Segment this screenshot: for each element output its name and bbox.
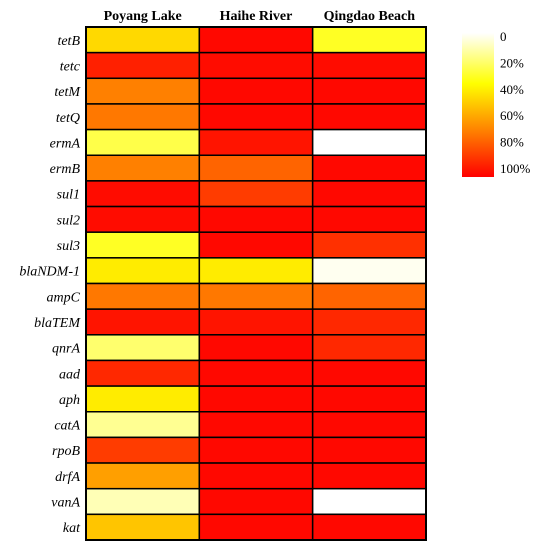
heatmap-cell [198,282,314,310]
column-label: Haihe River [220,9,293,24]
heatmap-cell [311,231,427,259]
heatmap-cell [311,77,427,105]
row-label: kat [63,521,81,536]
row-label: tetQ [56,111,80,126]
colorbar-tick-label: 100% [500,161,531,176]
row-label: blaNDM-1 [19,265,80,280]
row-label: ampC [47,290,81,305]
heatmap-cell [311,103,427,131]
heatmap-cell [85,282,201,310]
heatmap-cell [85,334,201,362]
row-label: sul2 [57,213,80,228]
heatmap-cell [85,154,201,182]
heatmap-cell [198,513,314,541]
heatmap-cell [198,359,314,387]
heatmap-cell [311,180,427,208]
colorbar [462,33,494,177]
row-labels: tetB tetc tetM tetQ ermA ermB sul1 sul2 sul3 blaN… [19,34,81,536]
row-label: rpoB [52,444,80,459]
heatmap-cell [198,385,314,413]
row-label: aph [59,393,80,408]
row-label: ermA [50,136,81,151]
heatmap-border [85,26,427,541]
heatmap-cell [311,282,427,310]
heatmap-cells [85,26,427,541]
heatmap-cell [198,462,314,490]
row-label: ermB [50,162,81,177]
colorbar-tick-label: 80% [500,135,524,150]
heatmap-cell [311,128,427,157]
heatmap-cell [311,462,427,490]
heatmap-cell [85,205,201,233]
heatmap-cell [311,436,427,464]
colorbar-tick-label: 60% [500,108,524,123]
colorbar-tick-label: 20% [500,55,524,70]
heatmap-cell [198,205,314,233]
heatmap-cell [198,26,314,54]
heatmap-cell [85,77,201,105]
heatmap-cell [198,334,314,362]
heatmap-cell [198,180,314,208]
heatmap-cell [85,411,201,439]
heatmap-cell [198,487,314,516]
column-label: Qingdao Beach [324,9,416,24]
heatmap-cell [198,436,314,464]
heatmap-cell [198,103,314,131]
heatmap-cell [311,411,427,439]
heatmap-cell [198,154,314,182]
column-label: Poyang Lake [104,9,182,24]
heatmap-cell [85,436,201,464]
heatmap-cell [311,308,427,336]
heatmap-cell [311,154,427,182]
heatmap-cell [311,257,427,285]
row-label: qnrA [52,342,80,357]
heatmap-cell [85,257,201,285]
row-label: drfA [55,470,80,485]
heatmap-cell [85,26,201,54]
heatmap-cell [311,26,427,54]
heatmap-cell [85,51,201,80]
row-label: blaTEM [34,316,81,331]
colorbar-tick-label: 0 [500,29,507,44]
heatmap-cell [311,334,427,362]
row-label: vanA [51,496,80,511]
heatmap-cell [198,411,314,439]
heatmap-cell [85,308,201,336]
heatmap-cell [85,385,201,413]
heatmap-cell [311,51,427,80]
heatmap-cell [85,487,201,516]
row-label: sul1 [57,188,80,203]
heatmap-cell [85,462,201,490]
heatmap-cell [198,128,314,157]
row-label: catA [54,419,80,434]
heatmap-cell [85,513,201,541]
heatmap-cell [85,180,201,208]
heatmap-cell [198,231,314,259]
row-label: aad [59,367,81,382]
heatmap-cell [198,51,314,80]
heatmap-cell [85,128,201,157]
heatmap-cell [198,77,314,105]
row-label: tetB [57,34,80,49]
colorbar-tick-label: 40% [500,82,524,97]
row-label: sul3 [57,239,80,254]
heatmap-cell [85,359,201,387]
heatmap-cell [311,487,427,516]
heatmap-cell [85,103,201,131]
column-labels: Poyang Lake Haihe River Qingdao Beach [104,9,416,24]
heatmap-cell [85,231,201,259]
heatmap-cell [311,513,427,541]
row-label: tetc [60,59,81,74]
heatmap-cell [311,359,427,387]
heatmap-cell [198,257,314,285]
heatmap-cell [311,385,427,413]
colorbar-labels: 0 20% 40% 60% 80% 100% [500,29,531,176]
row-label: tetM [54,85,81,100]
heatmap-cell [311,205,427,233]
heatmap-cell [198,308,314,336]
